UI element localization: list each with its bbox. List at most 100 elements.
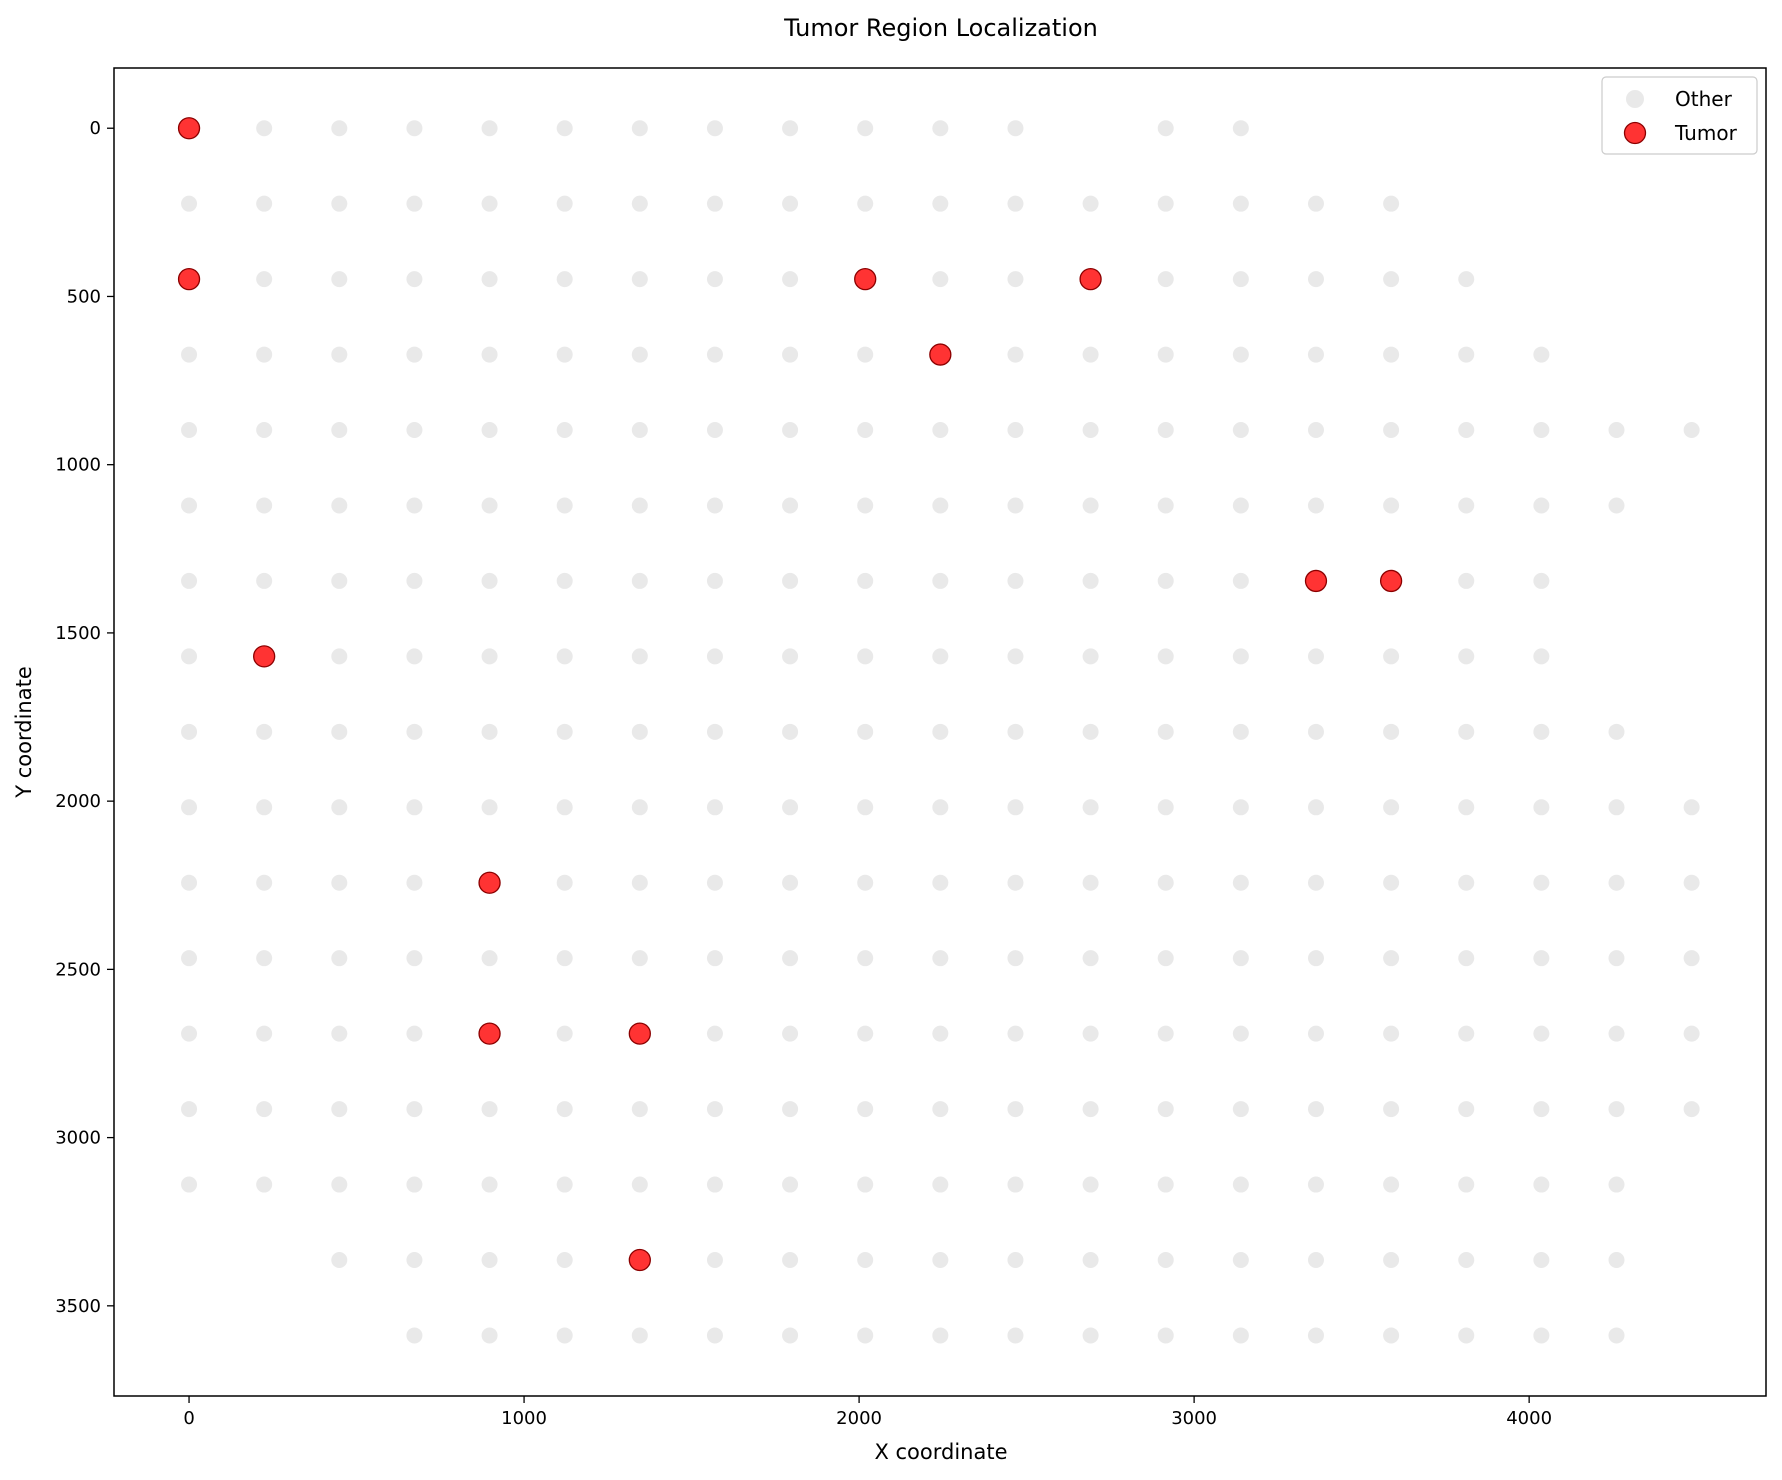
other-point (1232, 1251, 1249, 1268)
other-point (857, 120, 874, 137)
other-point (782, 497, 799, 514)
other-point (331, 271, 348, 288)
other-point (857, 195, 874, 212)
other-point (1533, 572, 1550, 589)
other-point (1307, 1176, 1324, 1193)
other-point (706, 723, 723, 740)
other-point (1232, 195, 1249, 212)
other-point (706, 271, 723, 288)
other-point (1007, 950, 1024, 967)
other-point (857, 346, 874, 363)
other-point (1383, 1251, 1400, 1268)
other-point (481, 497, 498, 514)
other-point (556, 874, 573, 891)
other-point (1007, 195, 1024, 212)
other-point (631, 950, 648, 967)
other-point (331, 799, 348, 816)
other-point (331, 874, 348, 891)
other-point (181, 1025, 198, 1042)
other-point (556, 497, 573, 514)
other-point (331, 497, 348, 514)
other-point (1683, 1101, 1700, 1118)
other-point (1007, 1176, 1024, 1193)
other-point (782, 572, 799, 589)
other-point (1082, 950, 1099, 967)
other-point (481, 1101, 498, 1118)
other-point (1307, 195, 1324, 212)
other-point (1383, 1025, 1400, 1042)
other-point (1232, 874, 1249, 891)
other-point (1533, 1025, 1550, 1042)
other-point (331, 1025, 348, 1042)
tumor-point (177, 117, 201, 140)
other-point (1307, 346, 1324, 363)
other-point (481, 1176, 498, 1193)
other-point (406, 648, 423, 665)
other-point (706, 648, 723, 665)
other-point (1232, 1101, 1249, 1118)
other-point (1007, 346, 1024, 363)
y-tick-label: 1000 (55, 455, 101, 476)
other-point (1383, 874, 1400, 891)
other-point (1157, 346, 1174, 363)
other-point (181, 723, 198, 740)
other-point (1533, 422, 1550, 439)
tumor-point (177, 267, 201, 291)
other-point (1533, 799, 1550, 816)
other-point (1307, 1251, 1324, 1268)
other-point (1533, 1327, 1550, 1344)
other-point (1383, 195, 1400, 212)
other-point (631, 1327, 648, 1344)
other-point (1232, 120, 1249, 137)
other-point (706, 346, 723, 363)
other-point (631, 799, 648, 816)
other-point (1232, 723, 1249, 740)
other-point (1383, 422, 1400, 439)
other-point (706, 799, 723, 816)
other-point (1082, 723, 1099, 740)
other-point (556, 723, 573, 740)
other-point (1232, 648, 1249, 665)
x-tick-label: 3000 (1171, 1408, 1217, 1429)
other-point (631, 874, 648, 891)
other-point (857, 799, 874, 816)
tumor-point (1079, 267, 1102, 291)
other-point (932, 799, 949, 816)
other-point (556, 1176, 573, 1193)
other-point (1458, 1327, 1475, 1344)
other-point (1533, 723, 1550, 740)
other-point (1608, 1176, 1625, 1193)
other-point (556, 1025, 573, 1042)
other-point (481, 799, 498, 816)
other-point (331, 723, 348, 740)
other-point (1307, 1327, 1324, 1344)
other-point (256, 422, 273, 439)
other-point (706, 874, 723, 891)
other-point (406, 572, 423, 589)
other-point (1608, 723, 1625, 740)
other-point (406, 1327, 423, 1344)
chart-title: Tumor Region Localization (783, 14, 1098, 42)
other-point (1458, 346, 1475, 363)
other-point (932, 422, 949, 439)
other-point (1608, 1025, 1625, 1042)
other-point (1533, 874, 1550, 891)
tumor-point (1304, 569, 1328, 593)
other-point (857, 950, 874, 967)
other-point (706, 950, 723, 967)
other-point (481, 1327, 498, 1344)
other-point (1157, 271, 1174, 288)
other-point (1458, 271, 1475, 288)
other-point (1232, 1327, 1249, 1344)
other-point (406, 497, 423, 514)
other-point (1082, 874, 1099, 891)
other-point (256, 1025, 273, 1042)
other-point (932, 723, 949, 740)
other-point (1608, 422, 1625, 439)
other-point (1157, 195, 1174, 212)
other-point (1082, 1101, 1099, 1118)
legend: Other Tumor (1601, 76, 1758, 155)
tumor-points-group (177, 117, 1403, 1272)
other-point (1608, 1251, 1625, 1268)
